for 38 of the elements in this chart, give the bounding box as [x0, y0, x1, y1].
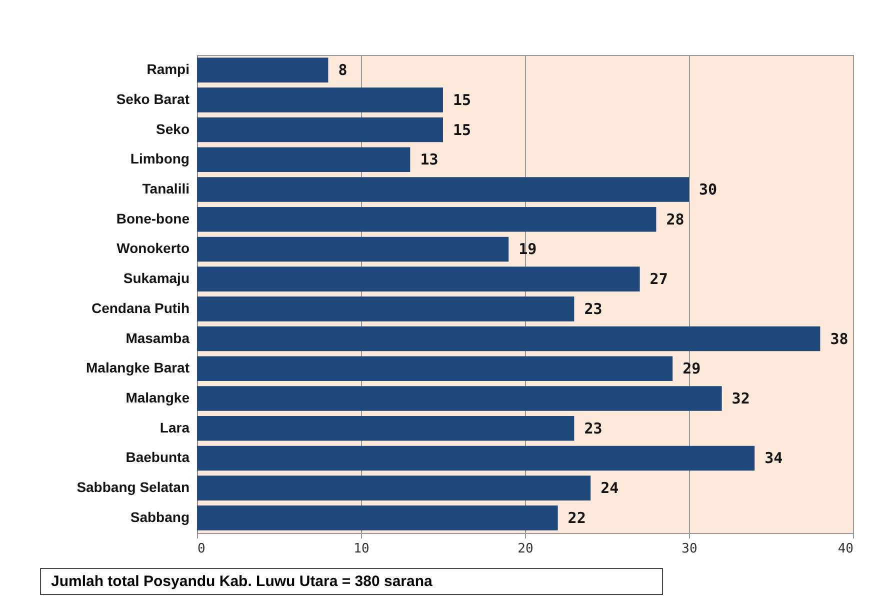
y-tick-label: Wonokerto	[116, 240, 190, 256]
y-tick-label: Cendana Putih	[91, 300, 190, 316]
y-tick-label: Seko	[156, 120, 190, 137]
data-label: 38	[830, 330, 848, 348]
y-tick-label: Baebunta	[126, 449, 190, 466]
data-label: 19	[518, 240, 537, 258]
data-label: 15	[453, 90, 472, 109]
data-label: 23	[584, 300, 602, 318]
data-label: 23	[584, 419, 602, 438]
data-label: 32	[732, 389, 750, 408]
y-tick-label: Malangke	[126, 389, 190, 406]
data-label: 8	[338, 61, 348, 80]
data-label: 30	[699, 180, 718, 199]
data-label: 28	[666, 210, 684, 228]
x-tick-label: 0	[198, 542, 206, 556]
y-tick-label: Tanalili	[142, 180, 190, 197]
y-tick-label: Seko Barat	[116, 90, 190, 107]
y-tick-label: Rampi	[146, 61, 190, 78]
data-label: 34	[764, 449, 783, 468]
y-tick-label: Masamba	[126, 330, 190, 346]
data-label: 29	[682, 360, 701, 378]
x-tick-label: 40	[838, 542, 854, 556]
x-tick-label: 10	[354, 542, 370, 556]
data-label: 22	[568, 508, 586, 527]
y-tick-label: Sabbang Selatan	[76, 479, 190, 496]
x-tick-label: 20	[518, 542, 534, 556]
y-tick-label: Bone-bone	[116, 210, 190, 226]
data-label: 27	[650, 270, 668, 288]
data-label: 13	[420, 150, 438, 169]
y-tick-label: Limbong	[130, 150, 190, 167]
y-tick-label: Malangke Barat	[86, 360, 190, 376]
text: Jumlah total Posyandu Kab. Luwu Utara = 380 sarana	[40, 568, 663, 595]
data-label: 24	[600, 479, 619, 498]
data-label: 15	[453, 120, 472, 139]
y-tick-label: Lara	[160, 419, 190, 436]
y-tick-label: Sabbang	[130, 508, 190, 525]
y-tick-label: Sukamaju	[123, 270, 190, 286]
x-tick-label: 30	[682, 542, 698, 556]
